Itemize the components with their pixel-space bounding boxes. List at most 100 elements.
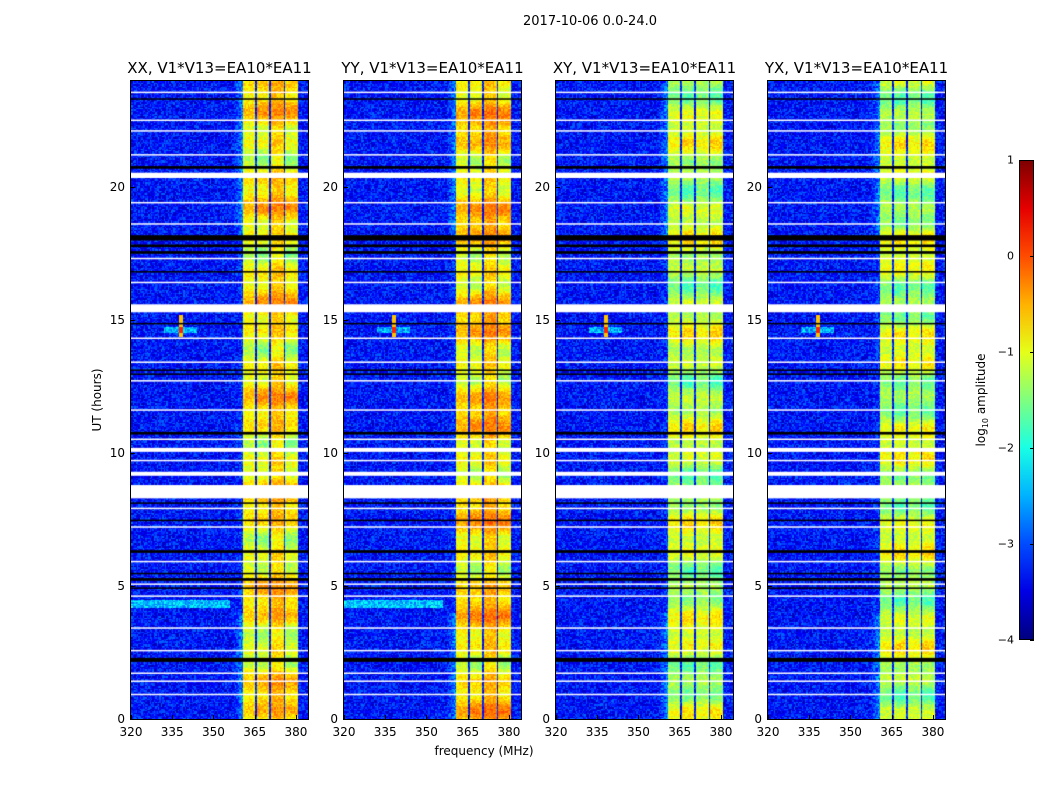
y-tick-label: 15: [109, 313, 125, 328]
y-tick-mark: [556, 586, 560, 588]
y-tick-mark: [556, 320, 560, 322]
x-tick-mark: [213, 715, 215, 719]
x-tick-mark: [426, 715, 428, 719]
x-tick-mark: [597, 715, 599, 719]
y-tick-mark: [131, 187, 135, 189]
y-tick-label: 20: [109, 180, 125, 195]
y-tick-label: 0: [117, 712, 125, 726]
x-tick-label: 335: [160, 725, 184, 739]
colorbar-tick-label: 1: [1007, 153, 1014, 167]
heatmap-panel: [555, 80, 734, 720]
y-tick-label: 10: [109, 446, 125, 461]
x-tick-label: 350: [202, 725, 225, 739]
y-tick-label: 20: [534, 180, 550, 195]
x-tick-mark: [467, 715, 469, 719]
y-tick-label: 5: [754, 579, 762, 594]
heatmap-panel: [343, 80, 522, 720]
y-tick-mark: [131, 453, 135, 455]
heatmap-panel: [130, 80, 309, 720]
panel-title: YX, V1*V13=EA10*EA11: [764, 59, 949, 77]
y-tick-mark: [131, 719, 135, 720]
x-tick-mark: [172, 715, 174, 719]
x-tick-mark: [768, 715, 769, 719]
x-tick-label: 320: [756, 725, 780, 739]
colorbar-tick-mark: [1030, 160, 1034, 161]
heatmap-image: [344, 81, 521, 719]
y-axis-label: UT (hours): [90, 368, 104, 432]
colorbar-tick-label: −3: [997, 537, 1014, 551]
x-tick-mark: [638, 715, 640, 719]
x-tick-mark: [932, 715, 934, 719]
y-tick-label: 10: [746, 446, 762, 461]
y-tick-mark: [768, 719, 772, 720]
x-tick-label: 350: [415, 725, 438, 739]
x-tick-label: 335: [373, 725, 397, 739]
x-tick-label: 350: [627, 725, 650, 739]
y-tick-mark: [344, 453, 348, 455]
x-tick-label: 320: [544, 725, 568, 739]
y-tick-label: 5: [117, 579, 125, 594]
x-tick-mark: [809, 715, 811, 719]
heatmap-image: [768, 81, 945, 719]
colorbar-label-rest: amplitude: [973, 353, 988, 418]
y-tick-mark: [344, 586, 348, 588]
heatmap-image: [556, 81, 733, 719]
y-tick-mark: [556, 453, 560, 455]
x-tick-mark: [131, 715, 132, 719]
y-tick-label: 15: [534, 313, 550, 328]
y-tick-label: 5: [542, 579, 550, 594]
x-tick-mark: [508, 715, 510, 719]
x-tick-label: 380: [497, 725, 521, 739]
x-tick-label: 335: [585, 725, 609, 739]
y-tick-label: 10: [322, 446, 338, 461]
y-tick-label: 0: [754, 712, 762, 726]
y-tick-label: 20: [746, 180, 762, 195]
x-tick-mark: [850, 715, 852, 719]
x-tick-label: 380: [709, 725, 733, 739]
x-tick-label: 335: [797, 725, 821, 739]
y-tick-label: 0: [542, 712, 550, 726]
x-tick-mark: [679, 715, 681, 719]
x-tick-mark: [254, 715, 256, 719]
colorbar: [1019, 160, 1034, 640]
panel-title: YY, V1*V13=EA10*EA11: [341, 59, 524, 77]
y-tick-mark: [768, 586, 772, 588]
panel-title: XX, V1*V13=EA10*EA11: [127, 59, 312, 77]
colorbar-tick-label: 0: [1007, 249, 1014, 263]
x-tick-mark: [556, 715, 557, 719]
x-tick-label: 365: [668, 725, 692, 739]
x-tick-mark: [720, 715, 722, 719]
colorbar-tick-label: −4: [997, 633, 1014, 647]
y-tick-label: 5: [330, 579, 338, 594]
x-tick-label: 365: [880, 725, 904, 739]
colorbar-tick-mark: [1030, 544, 1034, 545]
y-tick-mark: [556, 187, 560, 189]
heatmap-image: [131, 81, 308, 719]
colorbar-label-sub: 10: [981, 417, 991, 429]
y-tick-mark: [556, 719, 560, 720]
y-tick-mark: [344, 187, 348, 189]
x-tick-label: 365: [456, 725, 480, 739]
x-tick-mark: [891, 715, 893, 719]
x-tick-mark: [385, 715, 387, 719]
x-tick-label: 350: [839, 725, 862, 739]
y-tick-mark: [768, 320, 772, 322]
panel-title: XY, V1*V13=EA10*EA11: [552, 59, 737, 77]
x-tick-label: 380: [284, 725, 308, 739]
y-tick-label: 15: [322, 313, 338, 328]
figure-title: 2017-10-06 0.0-24.0: [523, 14, 657, 29]
x-tick-label: 320: [332, 725, 356, 739]
y-tick-label: 15: [746, 313, 762, 328]
y-tick-mark: [344, 719, 348, 720]
y-tick-mark: [768, 453, 772, 455]
colorbar-label: log10 amplitude: [974, 354, 990, 447]
x-tick-label: 380: [921, 725, 945, 739]
colorbar-tick-label: −2: [997, 441, 1014, 455]
colorbar-tick-mark: [1030, 448, 1034, 449]
colorbar-tick-mark: [1030, 256, 1034, 257]
colorbar-tick-mark: [1030, 352, 1034, 353]
x-tick-mark: [295, 715, 297, 719]
x-tick-label: 365: [243, 725, 267, 739]
y-tick-mark: [344, 320, 348, 322]
